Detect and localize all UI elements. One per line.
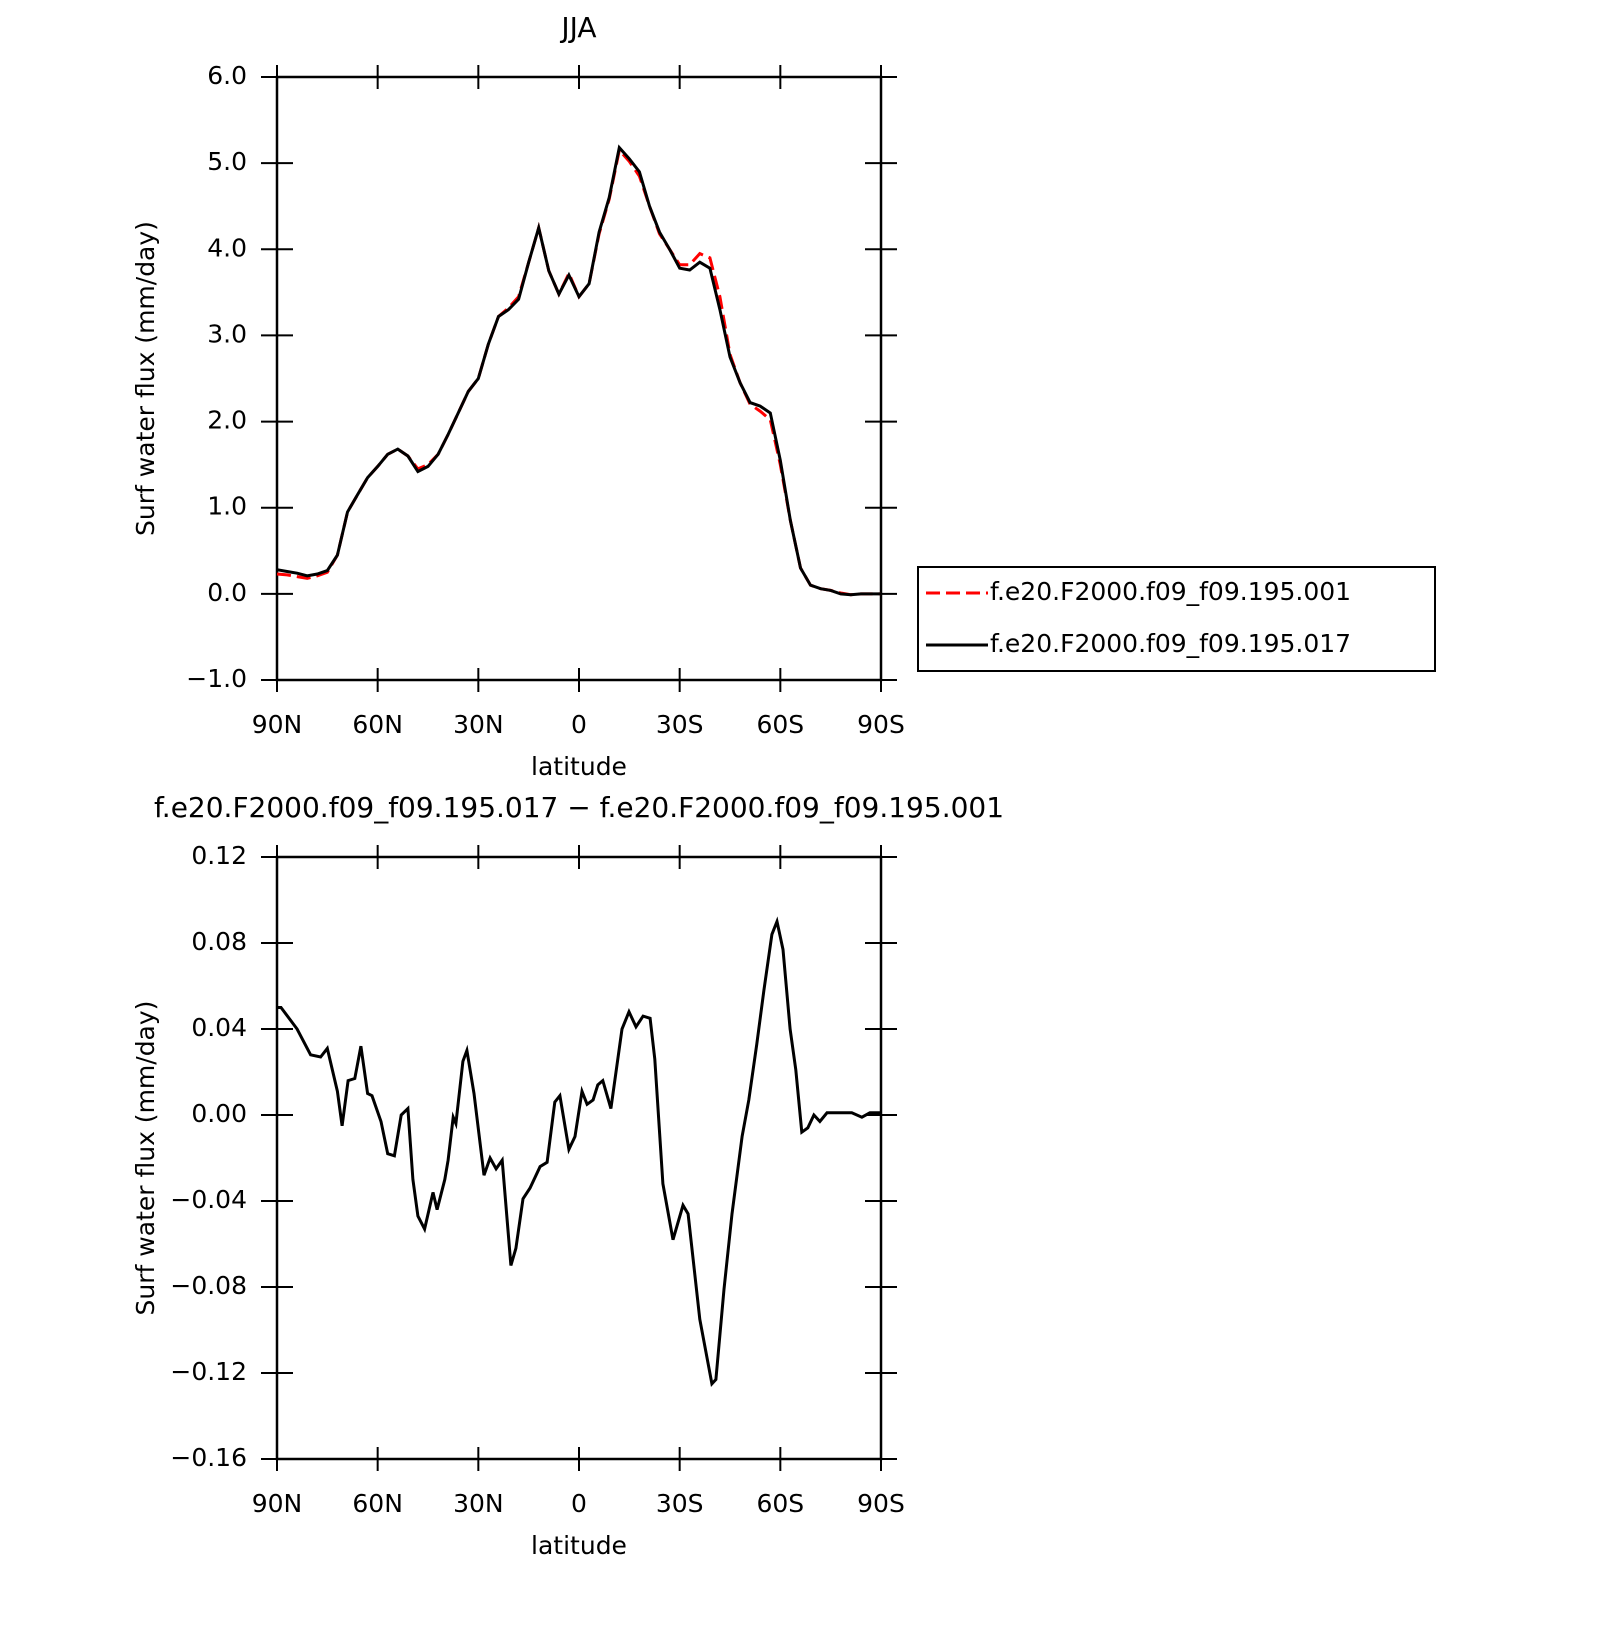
x-tick-label: 60S bbox=[756, 1489, 804, 1518]
x-tick-label: 30S bbox=[656, 1489, 704, 1518]
x-axis-label: latitude bbox=[531, 1531, 627, 1560]
legend-label: f.e20.F2000.f09_f09.195.017 bbox=[990, 629, 1351, 658]
x-tick-label: 60N bbox=[352, 710, 403, 739]
y-tick-label: −0.04 bbox=[170, 1185, 247, 1214]
x-tick-label: 60S bbox=[756, 710, 804, 739]
y-tick-label: 3.0 bbox=[207, 319, 247, 348]
y-tick-label: 0.0 bbox=[207, 578, 247, 607]
chart-title: f.e20.F2000.f09_f09.195.017 − f.e20.F200… bbox=[154, 791, 1004, 824]
series-line bbox=[276, 146, 881, 597]
x-tick-label: 90N bbox=[252, 1489, 303, 1518]
x-tick-label: 90S bbox=[857, 1489, 905, 1518]
y-axis-label: Surf water flux (mm/day) bbox=[131, 1001, 160, 1316]
y-tick-label: 0.08 bbox=[191, 927, 247, 956]
x-tick-label: 90S bbox=[857, 710, 905, 739]
y-axis-label: Surf water flux (mm/day) bbox=[131, 221, 160, 536]
x-tick-label: 30N bbox=[453, 710, 504, 739]
y-tick-label: 0.12 bbox=[191, 841, 247, 870]
plot-frame bbox=[275, 75, 883, 682]
y-tick-label: −0.08 bbox=[170, 1271, 247, 1300]
y-tick-label: 5.0 bbox=[207, 147, 247, 176]
plot-frame bbox=[275, 855, 883, 1461]
x-axis-label: latitude bbox=[531, 752, 627, 781]
y-tick-label: 2.0 bbox=[207, 406, 247, 435]
legend-label: f.e20.F2000.f09_f09.195.001 bbox=[990, 577, 1351, 606]
y-tick-label: 4.0 bbox=[207, 233, 247, 262]
x-tick-label: 30N bbox=[453, 1489, 504, 1518]
legend-box bbox=[917, 566, 1436, 672]
y-tick-label: −1.0 bbox=[186, 664, 247, 693]
x-tick-label: 0 bbox=[571, 1489, 587, 1518]
y-tick-label: 0.04 bbox=[191, 1013, 247, 1042]
series-line bbox=[276, 144, 881, 597]
y-tick-label: 0.00 bbox=[191, 1099, 247, 1128]
y-tick-label: 1.0 bbox=[207, 492, 247, 521]
y-tick-label: −0.16 bbox=[170, 1443, 247, 1472]
x-tick-label: 30S bbox=[656, 710, 704, 739]
series-line bbox=[277, 916, 881, 1387]
chart-title: JJA bbox=[559, 11, 596, 44]
y-tick-label: 6.0 bbox=[207, 61, 247, 90]
x-tick-label: 60N bbox=[352, 1489, 403, 1518]
x-tick-label: 0 bbox=[571, 710, 587, 739]
y-tick-label: −0.12 bbox=[170, 1357, 247, 1386]
x-tick-label: 90N bbox=[252, 710, 303, 739]
